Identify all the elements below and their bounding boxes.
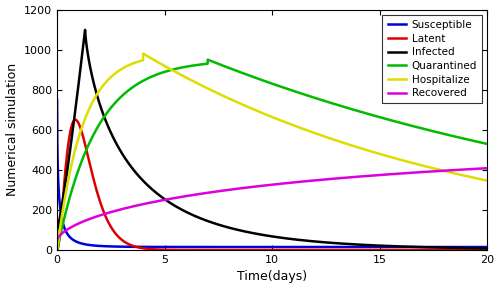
Susceptible [450, 245, 456, 249]
Latent [484, 248, 490, 252]
Hospitalize [450, 171, 456, 175]
Infected [484, 247, 490, 250]
Y-axis label: Numerical simulation: Numerical simulation [6, 63, 18, 196]
Hospitalize [484, 179, 490, 182]
Recovered [484, 166, 490, 170]
Line: Susceptible: Susceptible [57, 100, 488, 247]
Quarantined [367, 113, 373, 116]
Recovered [54, 238, 60, 242]
Recovered [366, 174, 372, 177]
Quarantined [235, 70, 241, 73]
Line: Recovered: Recovered [57, 168, 488, 240]
Susceptible [484, 245, 490, 249]
Line: Hospitalize: Hospitalize [57, 54, 488, 250]
Infected [450, 246, 456, 250]
Latent [258, 248, 264, 252]
X-axis label: Time(days): Time(days) [237, 271, 308, 284]
Quarantined [484, 142, 490, 146]
Quarantined [258, 78, 264, 82]
Susceptible [238, 245, 244, 249]
Susceptible [54, 98, 60, 101]
Infected [235, 228, 241, 232]
Infected [258, 233, 264, 236]
Quarantined [54, 248, 60, 252]
Quarantined [204, 58, 210, 61]
Legend: Susceptible, Latent, Infected, Quarantined, Hospitalize, Recovered: Susceptible, Latent, Infected, Quarantin… [382, 15, 482, 103]
Latent [450, 248, 456, 252]
Susceptible [258, 245, 264, 249]
Recovered [235, 187, 241, 190]
Recovered [238, 186, 244, 190]
Infected [472, 247, 478, 250]
Hospitalize [140, 52, 146, 55]
Latent [367, 248, 373, 252]
Hospitalize [238, 102, 244, 106]
Hospitalize [472, 176, 478, 179]
Latent [54, 228, 60, 232]
Infected [54, 228, 60, 232]
Latent [472, 248, 478, 252]
Infected [238, 229, 244, 232]
Quarantined [450, 134, 456, 138]
Hospitalize [258, 111, 264, 114]
Line: Quarantined: Quarantined [57, 60, 488, 250]
Recovered [471, 167, 477, 171]
Latent [238, 248, 244, 252]
Quarantined [238, 71, 244, 74]
Quarantined [472, 139, 478, 143]
Infected [82, 28, 88, 32]
Latent [72, 118, 78, 121]
Hospitalize [54, 248, 60, 252]
Susceptible [471, 245, 477, 249]
Line: Latent: Latent [57, 120, 488, 250]
Infected [367, 243, 373, 247]
Latent [235, 248, 241, 252]
Hospitalize [235, 101, 241, 104]
Recovered [450, 168, 456, 172]
Hospitalize [367, 149, 373, 153]
Line: Infected: Infected [57, 30, 488, 249]
Susceptible [366, 245, 372, 249]
Susceptible [235, 245, 241, 249]
Recovered [258, 184, 264, 188]
